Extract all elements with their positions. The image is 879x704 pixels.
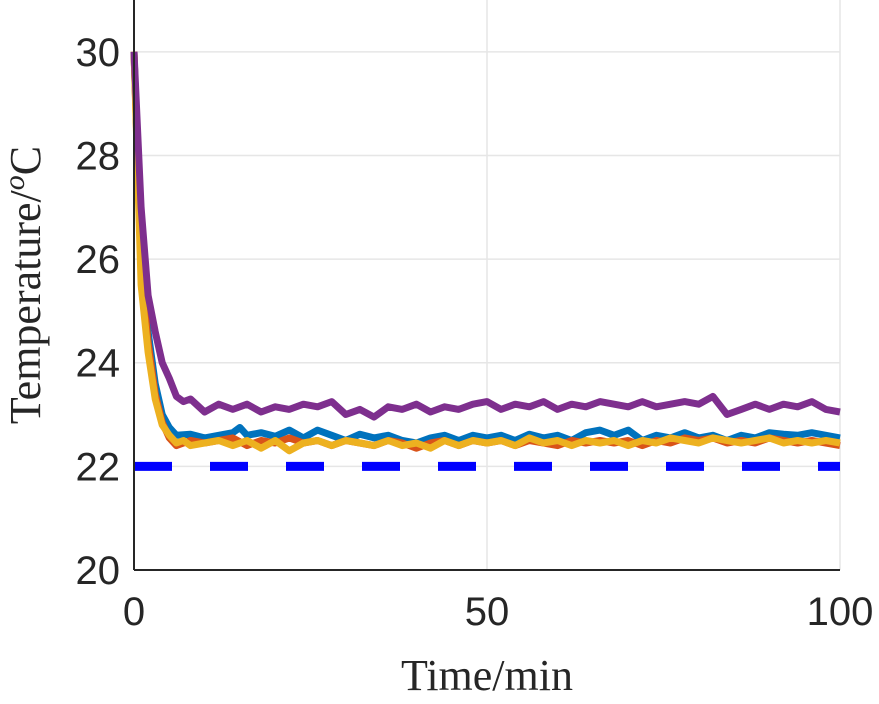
x-tick-label: 0 xyxy=(123,590,145,634)
x-tick-label: 100 xyxy=(807,590,874,634)
x-tick-label: 50 xyxy=(465,590,510,634)
y-tick-label: 20 xyxy=(76,549,121,593)
y-tick-label: 30 xyxy=(76,31,121,75)
y-axis-label-sup: o xyxy=(0,175,31,190)
y-tick-label: 22 xyxy=(76,445,121,489)
tick-labels: 20 22 24 26 28 30 0 50 100 xyxy=(76,31,874,634)
series-line-4 xyxy=(130,51,841,421)
y-tick-label: 28 xyxy=(76,134,121,178)
series-lines xyxy=(130,51,841,471)
y-tick-label: 26 xyxy=(76,238,121,282)
axes xyxy=(133,0,840,571)
series-line-3 xyxy=(130,51,841,455)
x-axis-label: Time/min xyxy=(401,651,573,700)
y-axis-label-unit: C xyxy=(1,146,50,175)
grid xyxy=(133,0,841,571)
y-axis-label-main: Temperature/ xyxy=(1,189,50,424)
y-axis-label: Temperature/oC xyxy=(0,146,50,424)
y-tick-label: 24 xyxy=(76,342,121,386)
